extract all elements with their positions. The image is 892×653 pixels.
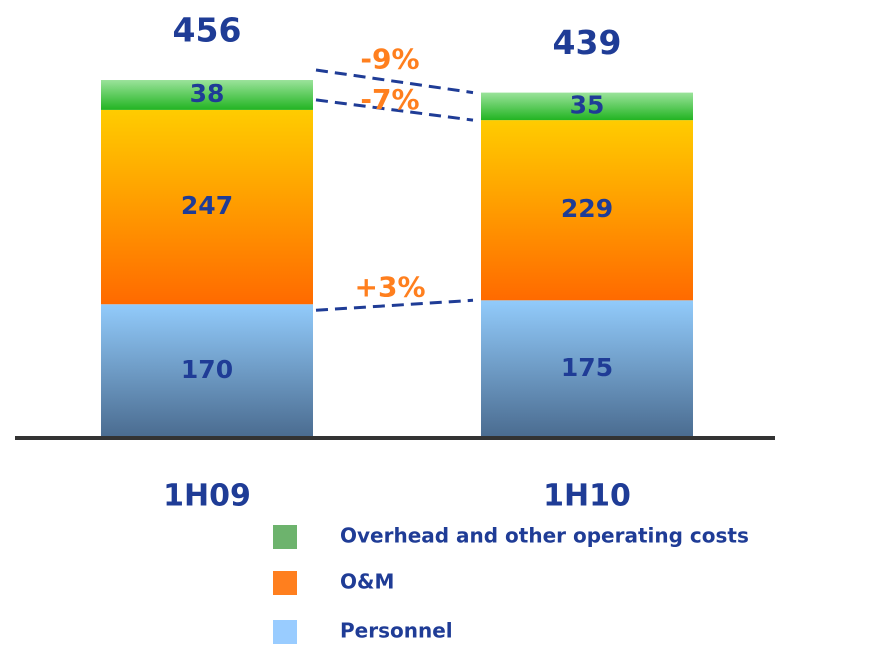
bar-segment: [101, 304, 313, 438]
bar-segment: [481, 300, 693, 438]
legend-swatch: [273, 620, 297, 644]
connector: [315, 98, 474, 122]
change-label: -7%: [360, 83, 419, 116]
legend-swatch: [273, 571, 297, 595]
legend-label: O&M: [340, 570, 394, 594]
total-label: 439: [553, 23, 622, 62]
change-label: +3%: [355, 270, 426, 303]
legend-swatch: [273, 525, 297, 549]
legend-label: Personnel: [340, 619, 453, 643]
bar-segment: [101, 109, 313, 305]
value-label: 247: [181, 191, 233, 220]
connector: [315, 68, 474, 95]
bar-segment: [101, 80, 313, 110]
total-label: 456: [173, 11, 242, 50]
bar-segment: [481, 92, 693, 121]
x-tick-label: 1H09: [163, 479, 251, 514]
change-label: -9%: [360, 42, 419, 75]
value-label: 170: [181, 355, 233, 384]
value-label: 35: [570, 90, 605, 119]
value-label: 175: [561, 353, 613, 382]
legend-label: Overhead and other operating costs: [340, 524, 749, 548]
connector: [315, 298, 474, 312]
bar-segment: [481, 120, 693, 301]
value-label: 38: [190, 79, 225, 108]
value-label: 229: [561, 194, 613, 223]
x-tick-label: 1H10: [543, 479, 631, 514]
